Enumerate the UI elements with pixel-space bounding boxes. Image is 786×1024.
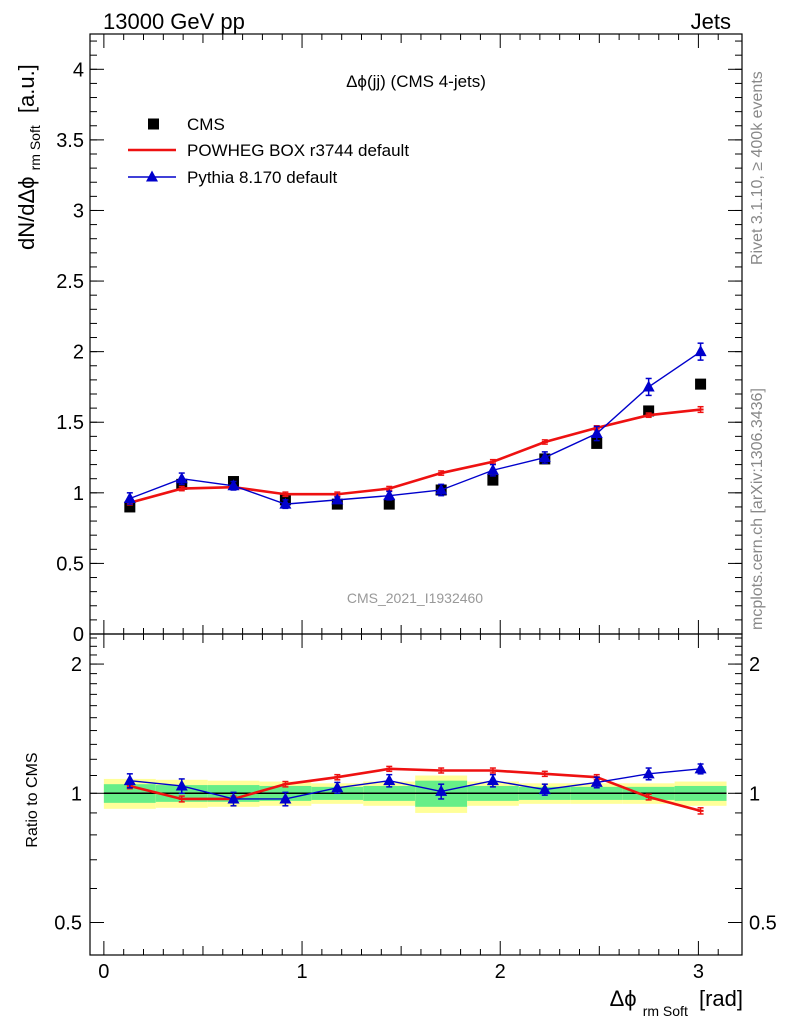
- data-point: [435, 483, 448, 495]
- ratio-point: [123, 774, 136, 786]
- ratio-point: [227, 792, 240, 804]
- data-point: [695, 378, 707, 390]
- data-point: [124, 501, 136, 513]
- ratio-point: [175, 779, 188, 791]
- ratio-series-1: [123, 762, 707, 807]
- header-left: 13000 GeV pp: [103, 9, 245, 34]
- data-point: [123, 491, 136, 503]
- ratio-y-tick-label-right: 2: [749, 654, 760, 676]
- ratio-point: [331, 781, 344, 793]
- data-point: [694, 345, 707, 357]
- data-point: [590, 427, 603, 439]
- y-tick-label: 2: [73, 342, 84, 364]
- y-axis-label-subscript: rm Soft: [27, 125, 43, 170]
- data-point: [643, 405, 655, 417]
- ratio-point: [383, 774, 396, 786]
- rivet-label: Rivet 3.1.10, ≥ 400k events: [749, 71, 766, 265]
- ratio-series-layer: [123, 762, 707, 815]
- legend-label: Pythia 8.170 default: [187, 168, 338, 187]
- main-title: Δϕ(jj) (CMS 4-jets): [346, 72, 486, 91]
- ratio-line: [129, 768, 701, 800]
- ratio-frame-border: [89, 633, 743, 956]
- x-tick-label: 2: [495, 961, 506, 983]
- ratio-uncertainty-bands: [103, 775, 727, 813]
- data-point: [227, 479, 240, 491]
- y-tick-label: 3: [73, 200, 84, 222]
- watermark: CMS_2021_I1932460: [347, 590, 483, 606]
- series-line: [129, 408, 701, 504]
- ratio-y-tick-label-right: 1: [749, 783, 760, 805]
- ratio-y-tick-label: 2: [71, 654, 82, 676]
- x-axis-label-symbol: Δϕ: [610, 986, 637, 1011]
- x-axis-label-subscript: rm Soft: [643, 1003, 688, 1019]
- y-axis-label-main: dN/dΔϕ rm Soft [a.u.]: [14, 64, 45, 250]
- series-line: [129, 351, 701, 505]
- ratio-point: [694, 762, 707, 774]
- legend-label: CMS: [187, 115, 225, 134]
- x-tick-label: 3: [693, 961, 704, 983]
- y-tick-label: 0.5: [56, 553, 84, 575]
- data-point: [538, 451, 551, 463]
- data-point: [487, 474, 499, 486]
- series-1: [126, 405, 704, 506]
- ratio-y-tick-label: 1: [71, 783, 82, 805]
- ratio-point: [435, 784, 448, 796]
- legend-marker: [146, 170, 158, 182]
- legend-marker: [148, 118, 159, 130]
- x-tick-label: 0: [98, 961, 109, 983]
- y-axis-label-ratio: Ratio to CMS: [24, 752, 41, 847]
- legend: CMS POWHEG BOX r3744 default Pythia 8.170 …: [128, 115, 409, 187]
- x-axis-label-unit: [rad]: [699, 986, 743, 1011]
- header-right: Jets: [691, 9, 731, 34]
- mcplots-label: mcplots.cern.ch [arXiv:1306.3436]: [749, 388, 766, 630]
- y-axis-label-symbol: dN/dΔϕ: [14, 177, 39, 251]
- ratio-y-tick-label-right: 0.5: [749, 912, 777, 934]
- y-tick-label: 2.5: [56, 271, 84, 293]
- data-point: [331, 493, 344, 505]
- ratio-panel-frame: 0.5 0.5 1 1 2 2 0 1 2 3: [54, 633, 777, 983]
- data-point: [175, 472, 188, 484]
- data-point: [279, 497, 292, 509]
- legend-label: POWHEG BOX r3744 default: [187, 141, 409, 160]
- data-point: [591, 437, 603, 449]
- ratio-point: [642, 767, 655, 779]
- ratio-point: [486, 774, 499, 786]
- data-point: [642, 380, 655, 392]
- data-point: [486, 463, 499, 475]
- ratio-y-tick-label: 0.5: [54, 912, 82, 934]
- y-axis-label-unit: [a.u.]: [14, 64, 39, 113]
- main-panel-frame: 0 0.5 1 1.5 2 2.5 3 3.5 4: [56, 33, 743, 646]
- y-tick-label: 0: [73, 624, 84, 646]
- data-point: [383, 498, 395, 510]
- ratio-point: [538, 783, 551, 795]
- y-tick-label: 3.5: [56, 130, 84, 152]
- x-axis-label: Δϕ rm Soft [rad]: [610, 986, 743, 1021]
- y-tick-label: 1.5: [56, 412, 84, 434]
- ratio-point: [279, 792, 292, 804]
- main-series-layer: [123, 342, 707, 513]
- x-tick-label: 1: [296, 961, 307, 983]
- ratio-point: [590, 775, 603, 787]
- data-point: [383, 489, 396, 501]
- series-2: [123, 342, 707, 510]
- y-tick-label: 1: [73, 483, 84, 505]
- y-tick-label: 4: [73, 59, 84, 81]
